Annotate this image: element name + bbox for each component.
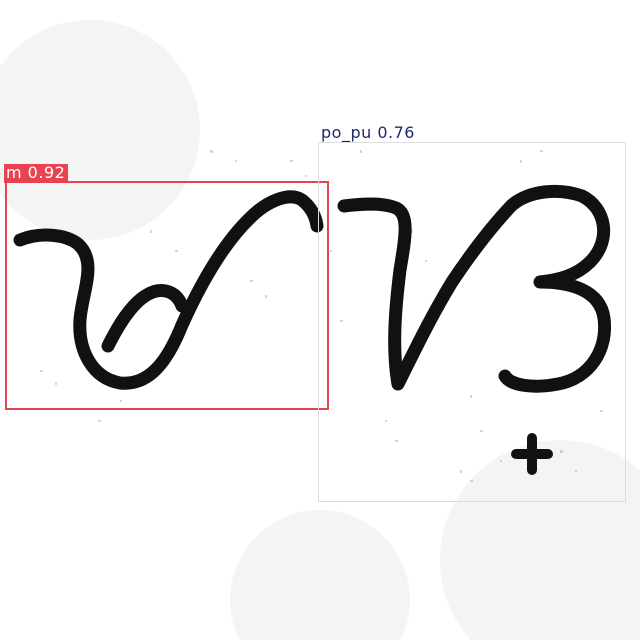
glyph-po-pu — [337, 184, 612, 393]
glyph-m — [13, 190, 324, 390]
detection-label-m: m 0.92 — [4, 164, 69, 183]
background-shading — [0, 20, 640, 640]
bounding-box-po-pu — [318, 142, 626, 502]
detection-label-po-pu: po_pu 0.76 — [321, 123, 415, 142]
plus-mark — [511, 433, 553, 475]
bounding-box-m — [5, 181, 329, 410]
